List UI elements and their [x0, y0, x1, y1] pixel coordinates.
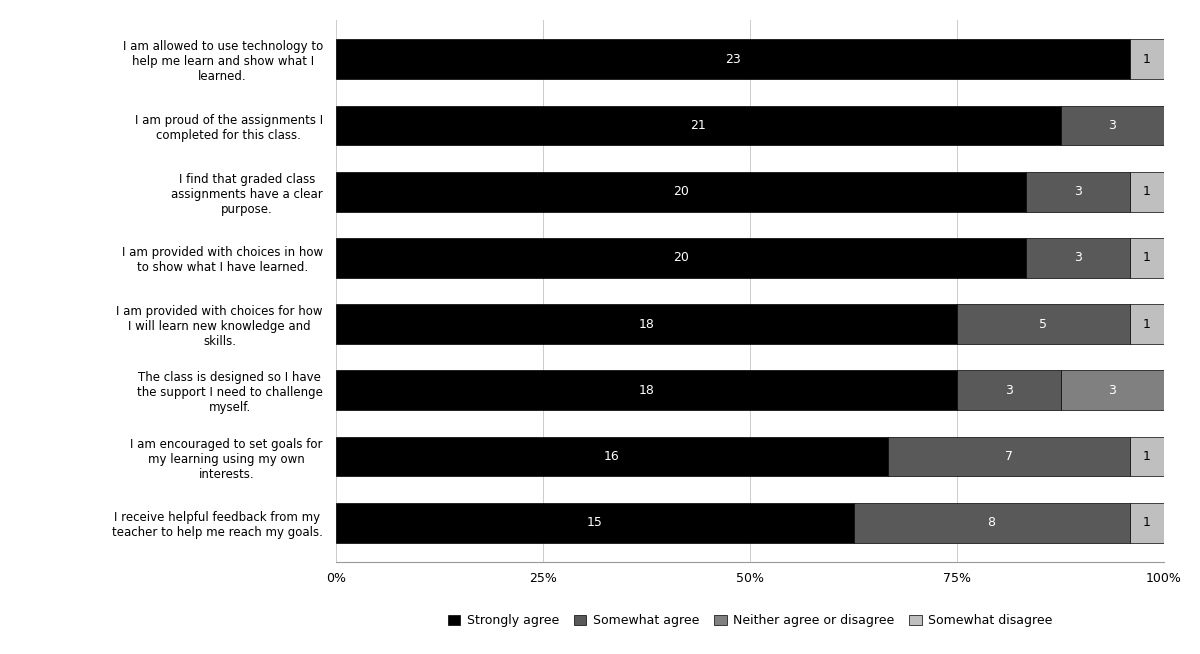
Text: 3: 3: [1004, 384, 1013, 397]
Bar: [1129, 503, 1164, 543]
Bar: [336, 39, 1129, 79]
Text: 1: 1: [1142, 251, 1151, 264]
Bar: [1129, 437, 1164, 476]
Text: 1: 1: [1142, 185, 1151, 198]
Bar: [1026, 172, 1129, 212]
Bar: [1129, 304, 1164, 344]
Text: 16: 16: [604, 450, 620, 463]
Text: 3: 3: [1109, 119, 1116, 132]
Bar: [853, 503, 1129, 543]
Bar: [958, 370, 1061, 410]
Bar: [1129, 172, 1164, 212]
Text: 18: 18: [638, 318, 654, 331]
Text: 5: 5: [1039, 318, 1048, 331]
Bar: [336, 172, 1026, 212]
Bar: [1129, 238, 1164, 278]
Text: 20: 20: [673, 251, 689, 264]
Bar: [958, 304, 1129, 344]
Text: 1: 1: [1142, 450, 1151, 463]
Bar: [336, 437, 888, 476]
Text: 15: 15: [587, 516, 602, 529]
Text: 3: 3: [1109, 384, 1116, 397]
Text: 1: 1: [1142, 53, 1151, 66]
Bar: [1061, 106, 1164, 145]
Text: 18: 18: [638, 384, 654, 397]
Bar: [336, 503, 853, 543]
Bar: [1129, 39, 1164, 79]
Bar: [1026, 238, 1129, 278]
Legend: Strongly agree, Somewhat agree, Neither agree or disagree, Somewhat disagree: Strongly agree, Somewhat agree, Neither …: [443, 609, 1057, 632]
Text: 3: 3: [1074, 251, 1081, 264]
Bar: [336, 106, 1061, 145]
Bar: [1061, 370, 1164, 410]
Text: 20: 20: [673, 185, 689, 198]
Text: 1: 1: [1142, 318, 1151, 331]
Text: 7: 7: [1004, 450, 1013, 463]
Text: 8: 8: [988, 516, 996, 529]
Text: 3: 3: [1074, 185, 1081, 198]
Bar: [336, 238, 1026, 278]
Text: 21: 21: [690, 119, 706, 132]
Bar: [888, 437, 1129, 476]
Text: 23: 23: [725, 53, 740, 66]
Bar: [336, 304, 958, 344]
Bar: [336, 370, 958, 410]
Text: 1: 1: [1142, 516, 1151, 529]
